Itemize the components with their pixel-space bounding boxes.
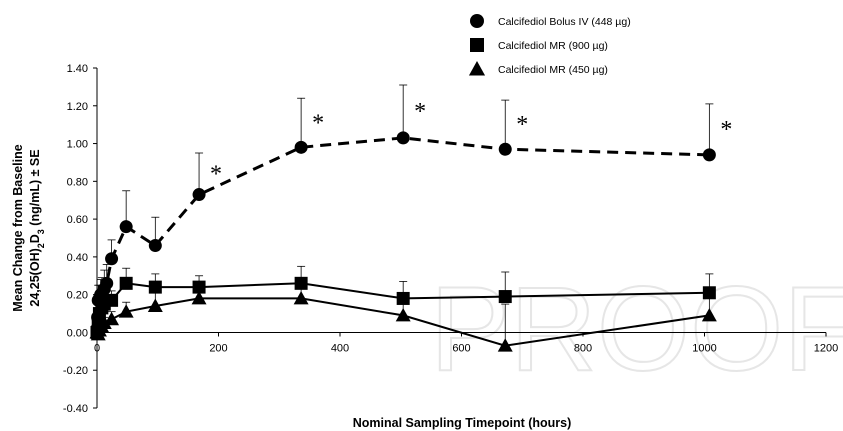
data-point-square <box>702 286 716 300</box>
chart-axes: -0.40 -0.20 0.00 0.20 0.40 0.60 0.80 1.00 1.20 1.… <box>63 63 838 415</box>
data-point-triangle <box>395 307 411 322</box>
y-axis-title-line1: Mean Change from Baseline <box>11 144 25 311</box>
significance-markers: * * * * * <box>210 99 732 188</box>
data-point-circle <box>105 252 119 266</box>
data-point-circle <box>470 14 484 28</box>
y-axis-title-part: 3 <box>36 229 46 234</box>
data-point-square <box>498 290 512 304</box>
data-point-circle <box>100 276 114 290</box>
significance-asterisk: * <box>312 110 324 136</box>
y-tick-label: -0.20 <box>63 365 88 377</box>
data-point-triangle <box>191 290 207 305</box>
data-point-triangle <box>468 60 486 76</box>
data-point-circle <box>396 131 410 145</box>
legend-entry-label: Calcifediol MR (450 µg) <box>498 64 608 76</box>
data-point-square <box>294 276 308 290</box>
data-point-triangle <box>293 290 309 305</box>
y-tick-label: 0.60 <box>67 214 88 226</box>
y-tick-label: 1.20 <box>67 101 88 113</box>
series-line <box>95 136 710 329</box>
data-point-circle <box>498 142 512 156</box>
data-point-square <box>470 38 484 52</box>
significance-asterisk: * <box>720 117 732 143</box>
x-tick-label: 1000 <box>692 342 716 354</box>
series-markers <box>89 131 717 352</box>
y-axis-title-part: 2 <box>36 243 46 248</box>
data-point-triangle <box>497 338 513 352</box>
y-axis-title-part: 24,25(OH) <box>28 248 42 306</box>
x-axis-title: Nominal Sampling Timepoint (hours) <box>353 416 572 430</box>
data-point-circle <box>119 220 133 234</box>
data-point-circle <box>294 140 308 154</box>
data-point-square <box>396 291 410 305</box>
data-point-square <box>192 280 206 294</box>
data-point-circle <box>702 148 716 162</box>
legend-entry-label: Calcifediol MR (900 µg) <box>498 40 608 52</box>
data-point-square <box>105 293 119 307</box>
legend: Calcifediol Bolus IV (448 µg) Calcifediol… <box>468 14 631 76</box>
data-point-triangle <box>96 315 112 329</box>
x-tick-label: 200 <box>209 342 227 354</box>
y-tick-label: 1.40 <box>67 63 88 75</box>
y-tick-label: -0.40 <box>63 403 88 415</box>
data-point-circle <box>148 239 162 253</box>
data-point-triangle <box>147 298 163 312</box>
data-point-square <box>148 280 162 294</box>
significance-asterisk: * <box>414 99 426 125</box>
x-tick-label: 1200 <box>814 342 838 354</box>
x-tick-label: 0 <box>94 342 100 354</box>
data-point-circle <box>192 188 206 202</box>
y-axis-title-part: D <box>28 234 42 243</box>
x-tick-label: 600 <box>452 342 470 354</box>
y-axis-title-line2: 24,25(OH)2D3 (ng/mL) ± SE <box>28 149 46 306</box>
legend-entry-label: Calcifediol Bolus IV (448 µg) <box>498 16 631 28</box>
y-tick-label: 0.00 <box>67 327 88 339</box>
data-point-triangle <box>701 307 717 322</box>
y-axis-title-part: (ng/mL) ± SE <box>28 149 42 229</box>
y-tick-label: 0.40 <box>67 252 88 264</box>
y-tick-label: 0.20 <box>67 290 88 302</box>
data-point-triangle <box>104 311 120 326</box>
y-tick-label: 0.80 <box>67 176 88 188</box>
data-point-triangle <box>118 304 134 318</box>
y-tick-label: 1.00 <box>67 139 88 151</box>
x-tick-label: 800 <box>574 342 592 354</box>
significance-asterisk: * <box>516 112 528 138</box>
x-tick-label: 400 <box>331 342 349 354</box>
significance-asterisk: * <box>210 162 222 188</box>
data-point-square <box>119 276 133 290</box>
watermark-text: PROOF <box>430 262 843 396</box>
